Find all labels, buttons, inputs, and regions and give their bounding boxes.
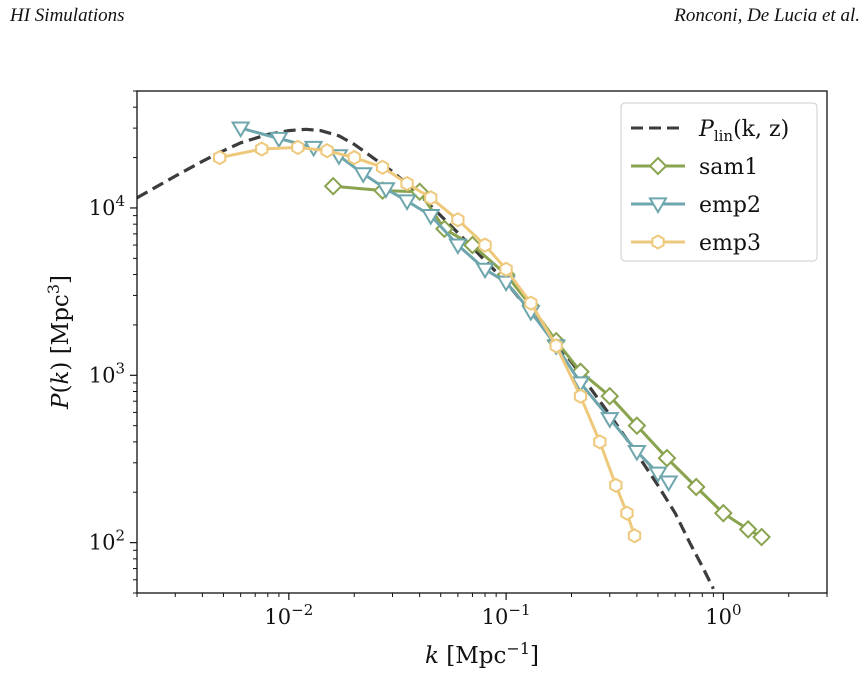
- series-line: [219, 145, 636, 537]
- legend-label: emp2: [699, 193, 761, 218]
- y-tick-label: 104: [89, 192, 125, 220]
- legend-marker: [648, 197, 668, 214]
- data-point: [499, 261, 513, 277]
- data-point: [627, 416, 647, 436]
- legend-marker: [651, 234, 665, 250]
- data-point: [752, 527, 772, 547]
- running-header-left: HI Simulations: [10, 5, 125, 26]
- y-tick-label: 103: [89, 359, 125, 387]
- legend-label: emp3: [699, 231, 761, 256]
- data-point: [573, 388, 588, 404]
- data-point: [524, 295, 538, 311]
- data-point: [323, 176, 343, 196]
- data-point: [291, 139, 305, 156]
- data-point: [657, 448, 677, 468]
- data-point: [475, 262, 495, 280]
- data-point: [320, 143, 334, 159]
- data-point: [627, 528, 642, 544]
- data-point: [600, 386, 620, 406]
- data-point: [353, 167, 373, 184]
- legend-label: sam1: [699, 155, 758, 180]
- data-point: [448, 238, 468, 256]
- data-point: [549, 338, 563, 354]
- data-point: [421, 209, 441, 226]
- series-line: [240, 126, 670, 484]
- legend-box: [620, 102, 818, 262]
- data-point: [375, 159, 390, 175]
- data-point: [609, 477, 623, 493]
- data-point: [255, 141, 269, 157]
- data-point: [593, 434, 607, 450]
- axis-ticks: 10−2 10−1 100 102 103 104: [89, 90, 828, 629]
- data-point: [376, 182, 396, 199]
- data-point: [424, 190, 438, 206]
- plot-frame: [136, 90, 828, 594]
- running-header-right: Ronconi, De Lucia et al.: [674, 5, 860, 26]
- data-point: [397, 194, 417, 212]
- data-point: [451, 212, 465, 228]
- legend-label: Plin(k, z): [698, 117, 789, 145]
- x-tick-label: 10−2: [264, 601, 313, 629]
- legend-marker: [648, 156, 668, 176]
- series-line: [137, 127, 715, 590]
- data-point: [463, 235, 482, 255]
- data-point: [269, 131, 289, 149]
- y-tick-label: 102: [89, 527, 125, 555]
- data-point: [212, 149, 227, 166]
- x-tick-label: 100: [705, 601, 741, 629]
- data-point: [686, 477, 706, 497]
- series-plin: [137, 127, 715, 590]
- data-point: [620, 505, 634, 521]
- data-point: [400, 175, 414, 192]
- data-point: [627, 444, 647, 462]
- data-point: [230, 121, 251, 139]
- data-point: [347, 149, 361, 166]
- data-point: [713, 503, 733, 523]
- y-axis-label: P(k) [Mpc3]: [44, 275, 74, 410]
- series-layer: [137, 121, 772, 590]
- x-axis-label: k [Mpc−1]: [425, 639, 539, 669]
- data-point: [658, 475, 679, 493]
- legend: Plin(k, z) sam1 emp2 emp3: [620, 102, 818, 262]
- data-point: [478, 237, 492, 253]
- x-tick-label: 10−1: [482, 601, 531, 629]
- series-emp3: [212, 139, 642, 544]
- data-point: [600, 412, 620, 429]
- data-point: [738, 519, 758, 539]
- series-emp2: [230, 121, 679, 493]
- data-point: [570, 376, 591, 393]
- data-point: [648, 466, 668, 484]
